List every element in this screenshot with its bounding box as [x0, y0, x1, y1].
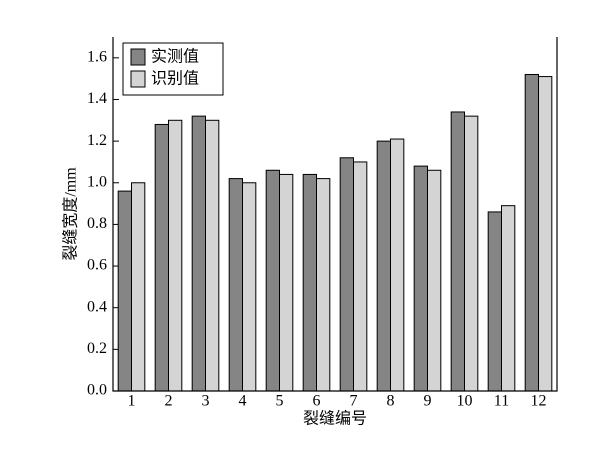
- x-tick-label: 3: [202, 393, 210, 410]
- legend-label: 实测值: [151, 48, 199, 66]
- x-tick-label: 5: [276, 393, 284, 410]
- y-tick-label: 0.0: [87, 382, 107, 399]
- bar: [316, 178, 331, 392]
- x-tick-label: 9: [424, 393, 432, 410]
- x-tick-label: 10: [457, 393, 473, 410]
- bar: [390, 138, 405, 392]
- legend-label: 识别值: [151, 70, 199, 88]
- y-axis-label: 裂缝宽度/mm: [62, 167, 80, 261]
- bar: [242, 182, 257, 392]
- y-tick-label: 1.6: [87, 48, 107, 65]
- bar: [524, 73, 539, 392]
- legend-swatch: [130, 70, 146, 88]
- y-tick-label: 1.2: [87, 132, 107, 149]
- bar: [302, 173, 317, 392]
- axes: [112, 37, 558, 392]
- bar: [450, 111, 465, 392]
- x-tick-label: 12: [531, 393, 547, 410]
- bar: [487, 211, 502, 392]
- bar: [538, 76, 553, 392]
- x-tick-label: 1: [128, 393, 136, 410]
- x-tick-label: 8: [387, 393, 395, 410]
- y-tick-label: 0.8: [87, 215, 107, 232]
- bar: [168, 119, 183, 392]
- y-tick-label: 1.4: [87, 90, 107, 107]
- bar: [376, 140, 391, 392]
- y-tick-label: 0.6: [87, 257, 107, 274]
- x-tick-label: 4: [239, 393, 247, 410]
- bar: [427, 169, 442, 392]
- y-tick-label: 0.2: [87, 340, 107, 357]
- bar: [265, 169, 280, 392]
- bar: [191, 115, 206, 392]
- bar: [228, 178, 243, 392]
- bar: [154, 123, 169, 392]
- x-tick-label: 7: [350, 393, 358, 410]
- bar: [205, 119, 220, 392]
- y-tick-label: 1.0: [87, 173, 107, 190]
- bar: [131, 182, 146, 392]
- y-tick-label: 0.4: [87, 298, 107, 315]
- bar: [279, 173, 294, 392]
- x-axis-label: 裂缝编号: [303, 410, 367, 428]
- bar: [117, 190, 132, 392]
- bar: [339, 157, 354, 392]
- bar: [464, 115, 479, 392]
- x-tick-label: 2: [165, 393, 173, 410]
- bar: [353, 161, 368, 392]
- x-tick-label: 6: [313, 393, 321, 410]
- x-tick-label: 11: [494, 393, 509, 410]
- legend-swatch: [130, 48, 146, 66]
- bar: [413, 165, 428, 392]
- bar: [501, 205, 516, 392]
